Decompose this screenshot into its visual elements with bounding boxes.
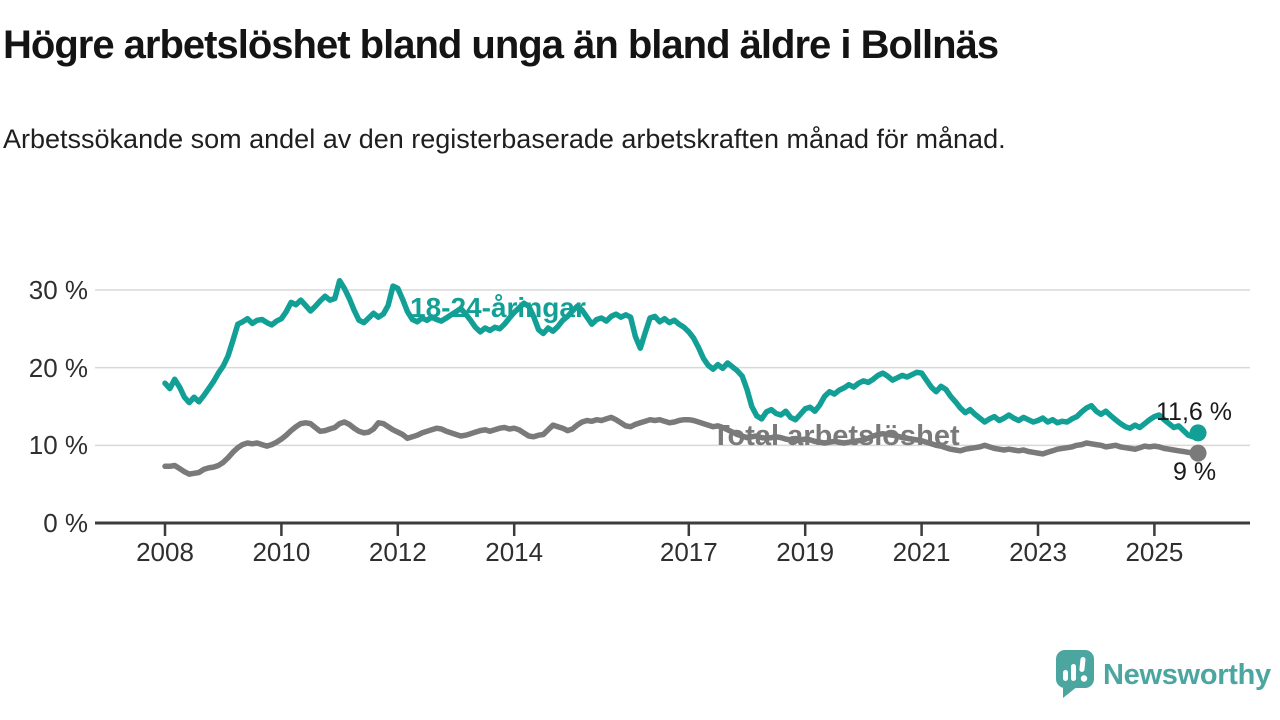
x-axis-label: 2012 — [368, 537, 427, 567]
end-value-label-total: 9 % — [1173, 458, 1217, 486]
series-line-18-24-åringar — [162, 277, 1201, 440]
x-axis-label: 2017 — [659, 537, 718, 567]
y-axis-label: 20 % — [28, 352, 88, 383]
page-title: Högre arbetslöshet bland unga än bland ä… — [3, 23, 999, 67]
y-axis-label: 0 % — [43, 508, 88, 538]
x-axis-label: 2019 — [776, 537, 835, 567]
series-label-youth: 18-24-åringar — [410, 292, 586, 323]
x-axis-label: 2021 — [892, 537, 951, 567]
newsworthy-logo-icon — [1056, 650, 1094, 698]
x-axis-label: 2008 — [136, 537, 194, 567]
newsworthy-logo-text: Newsworthy — [1103, 658, 1271, 691]
x-axis-label: 2014 — [485, 537, 544, 567]
series-line-Total arbetslöshet — [162, 414, 1201, 477]
newsworthy-logo[interactable]: Newsworthy — [1056, 650, 1271, 700]
end-value-label-youth: 11,6 % — [1156, 398, 1232, 426]
end-dot-Total arbetslöshet — [1189, 444, 1207, 462]
y-axis-label: 10 % — [28, 430, 88, 461]
x-axis-label: 2025 — [1125, 537, 1184, 567]
chart-subtitle: Arbetssökande som andel av den registerb… — [3, 124, 1006, 154]
series-label-total: Total arbetslöshet — [712, 420, 960, 452]
y-axis-label: 30 % — [28, 274, 88, 305]
x-axis-label: 2023 — [1009, 537, 1067, 567]
x-axis-label: 2010 — [252, 537, 311, 567]
end-dot-18-24-åringar — [1189, 424, 1207, 442]
